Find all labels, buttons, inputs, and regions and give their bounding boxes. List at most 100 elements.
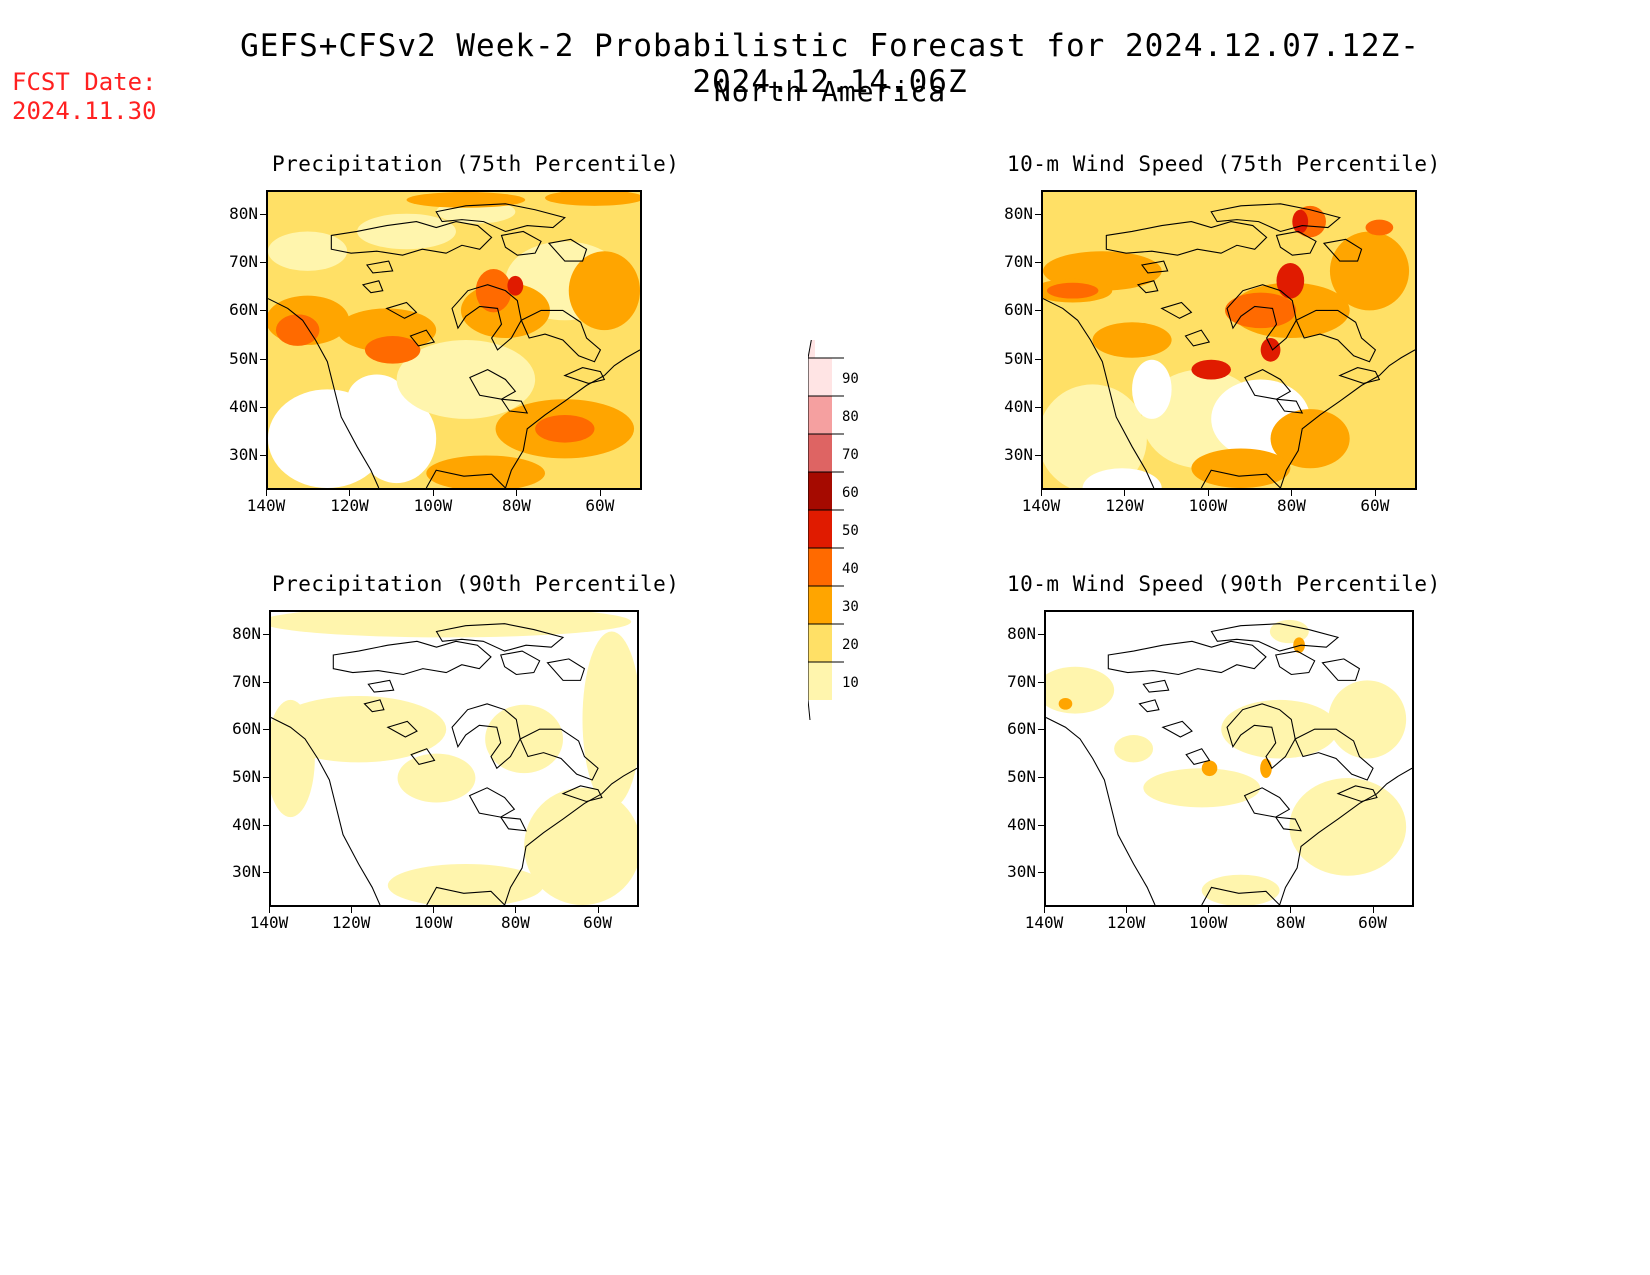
lon-label: 80W [501,496,531,515]
lat-tick [1035,262,1041,264]
lon-label: 80W [1276,496,1306,515]
cbar-label-50: 50 [842,523,859,539]
lat-tick [263,634,269,635]
lon-label: 140W [1024,913,1064,932]
forecast-date-value: 2024.11.30 [12,97,157,125]
lat-tick [1035,358,1041,360]
cbar-label-70: 70 [842,447,859,463]
lat-label: 60N [1007,719,1036,739]
cbar-label-90: 90 [842,371,859,387]
cbar-60 [808,472,832,510]
lon-label: 100W [414,913,453,932]
lat-tick [263,824,269,826]
lat-label: 70N [229,252,258,272]
lon-label: 120W [330,496,369,515]
lat-label: 70N [232,671,261,691]
cbar-10 [808,662,832,700]
lat-tick [1038,681,1044,683]
lat-label: 70N [1004,252,1033,272]
lat-label: 60N [1004,300,1033,320]
panel-title-wind_75: 10-m Wind Speed (75th Percentile) [1007,152,1441,176]
cbar-label-40: 40 [842,561,859,577]
cbar-50 [808,510,832,548]
cbar-70 [808,434,832,472]
lon-tick [1207,490,1209,496]
lon-label: 140W [246,496,286,515]
map-precip_75 [266,190,642,490]
lat-tick [1035,455,1041,457]
lon-label: 80W [1275,913,1305,932]
cbar-90 [808,358,832,396]
lon-tick [1126,907,1128,913]
lat-label: 40N [1004,396,1033,416]
lat-label: 40N [1007,814,1036,834]
lat-label: 30N [229,445,258,465]
lon-label: 120W [1106,913,1146,932]
figure-title: GEFS+CFSv2 Week-2 Probabilistic Forecast… [240,28,1420,100]
map-wind_75 [1041,190,1417,490]
cbar-label-10: 10 [842,675,859,691]
cbar-40 [808,548,832,586]
lon-tick [1208,907,1210,913]
lat-tick [1038,777,1044,779]
forecast-date-label: FCST Date: [12,68,157,96]
lat-label: 60N [232,719,261,739]
cbar-30 [808,586,832,624]
lon-tick [1374,490,1376,496]
colorbar-graphic [807,319,844,741]
panel-title-precip_75: Precipitation (75th Percentile) [272,152,680,176]
lon-label: 60W [585,496,615,515]
lat-tick [260,455,266,457]
cbar-80 [808,396,832,434]
lat-label: 60N [229,300,258,320]
lon-tick [1044,907,1045,913]
lon-tick [1290,907,1292,913]
lat-tick [263,872,269,874]
lat-tick [263,729,269,731]
lon-tick [599,490,601,496]
lat-tick [263,681,269,683]
lat-label: 70N [1007,671,1036,691]
lon-label: 60W [1358,913,1387,932]
map-graphic-wind_90 [1046,612,1412,905]
lat-tick [1038,729,1044,731]
lat-label: 80N [232,624,261,643]
lat-label: 30N [1004,445,1033,465]
lon-tick [597,907,599,913]
lon-label: 60W [583,913,612,932]
lon-tick [351,907,353,913]
lat-tick [263,777,269,779]
lat-label: 30N [1007,862,1036,882]
lat-tick [260,358,266,360]
panel-title-wind_90: 10-m Wind Speed (90th Percentile) [1007,572,1441,596]
lon-label: 100W [1189,913,1228,932]
map-graphic-wind_75 [1043,192,1415,488]
lon-tick [266,490,267,496]
lon-tick [349,490,351,496]
lon-label: 140W [249,913,289,932]
colorbar: 90 80 70 60 50 40 30 20 10 [807,319,888,741]
lon-tick [1041,490,1042,496]
lon-tick [1291,490,1293,496]
lat-label: 50N [1004,348,1033,368]
lat-tick [1035,214,1041,215]
lon-tick [269,907,270,913]
lon-tick [433,907,435,913]
lon-tick [1372,907,1374,913]
panel-title-precip_90: Precipitation (90th Percentile) [272,572,680,596]
cbar-label-30: 30 [842,599,859,615]
lon-tick [1124,490,1126,496]
lat-tick [1038,872,1044,874]
forecast-date: FCST Date: 2024.11.30 [12,68,157,126]
lat-label: 80N [1007,624,1036,643]
lat-tick [1038,824,1044,826]
lat-label: 50N [229,348,258,368]
lat-tick [260,406,266,408]
lat-tick [1035,310,1041,312]
lon-label: 80W [500,913,530,932]
lat-label: 40N [229,396,258,416]
lon-label: 120W [1105,496,1144,515]
lon-label: 120W [331,913,371,932]
lon-tick [432,490,434,496]
lon-label: 140W [1021,496,1061,515]
